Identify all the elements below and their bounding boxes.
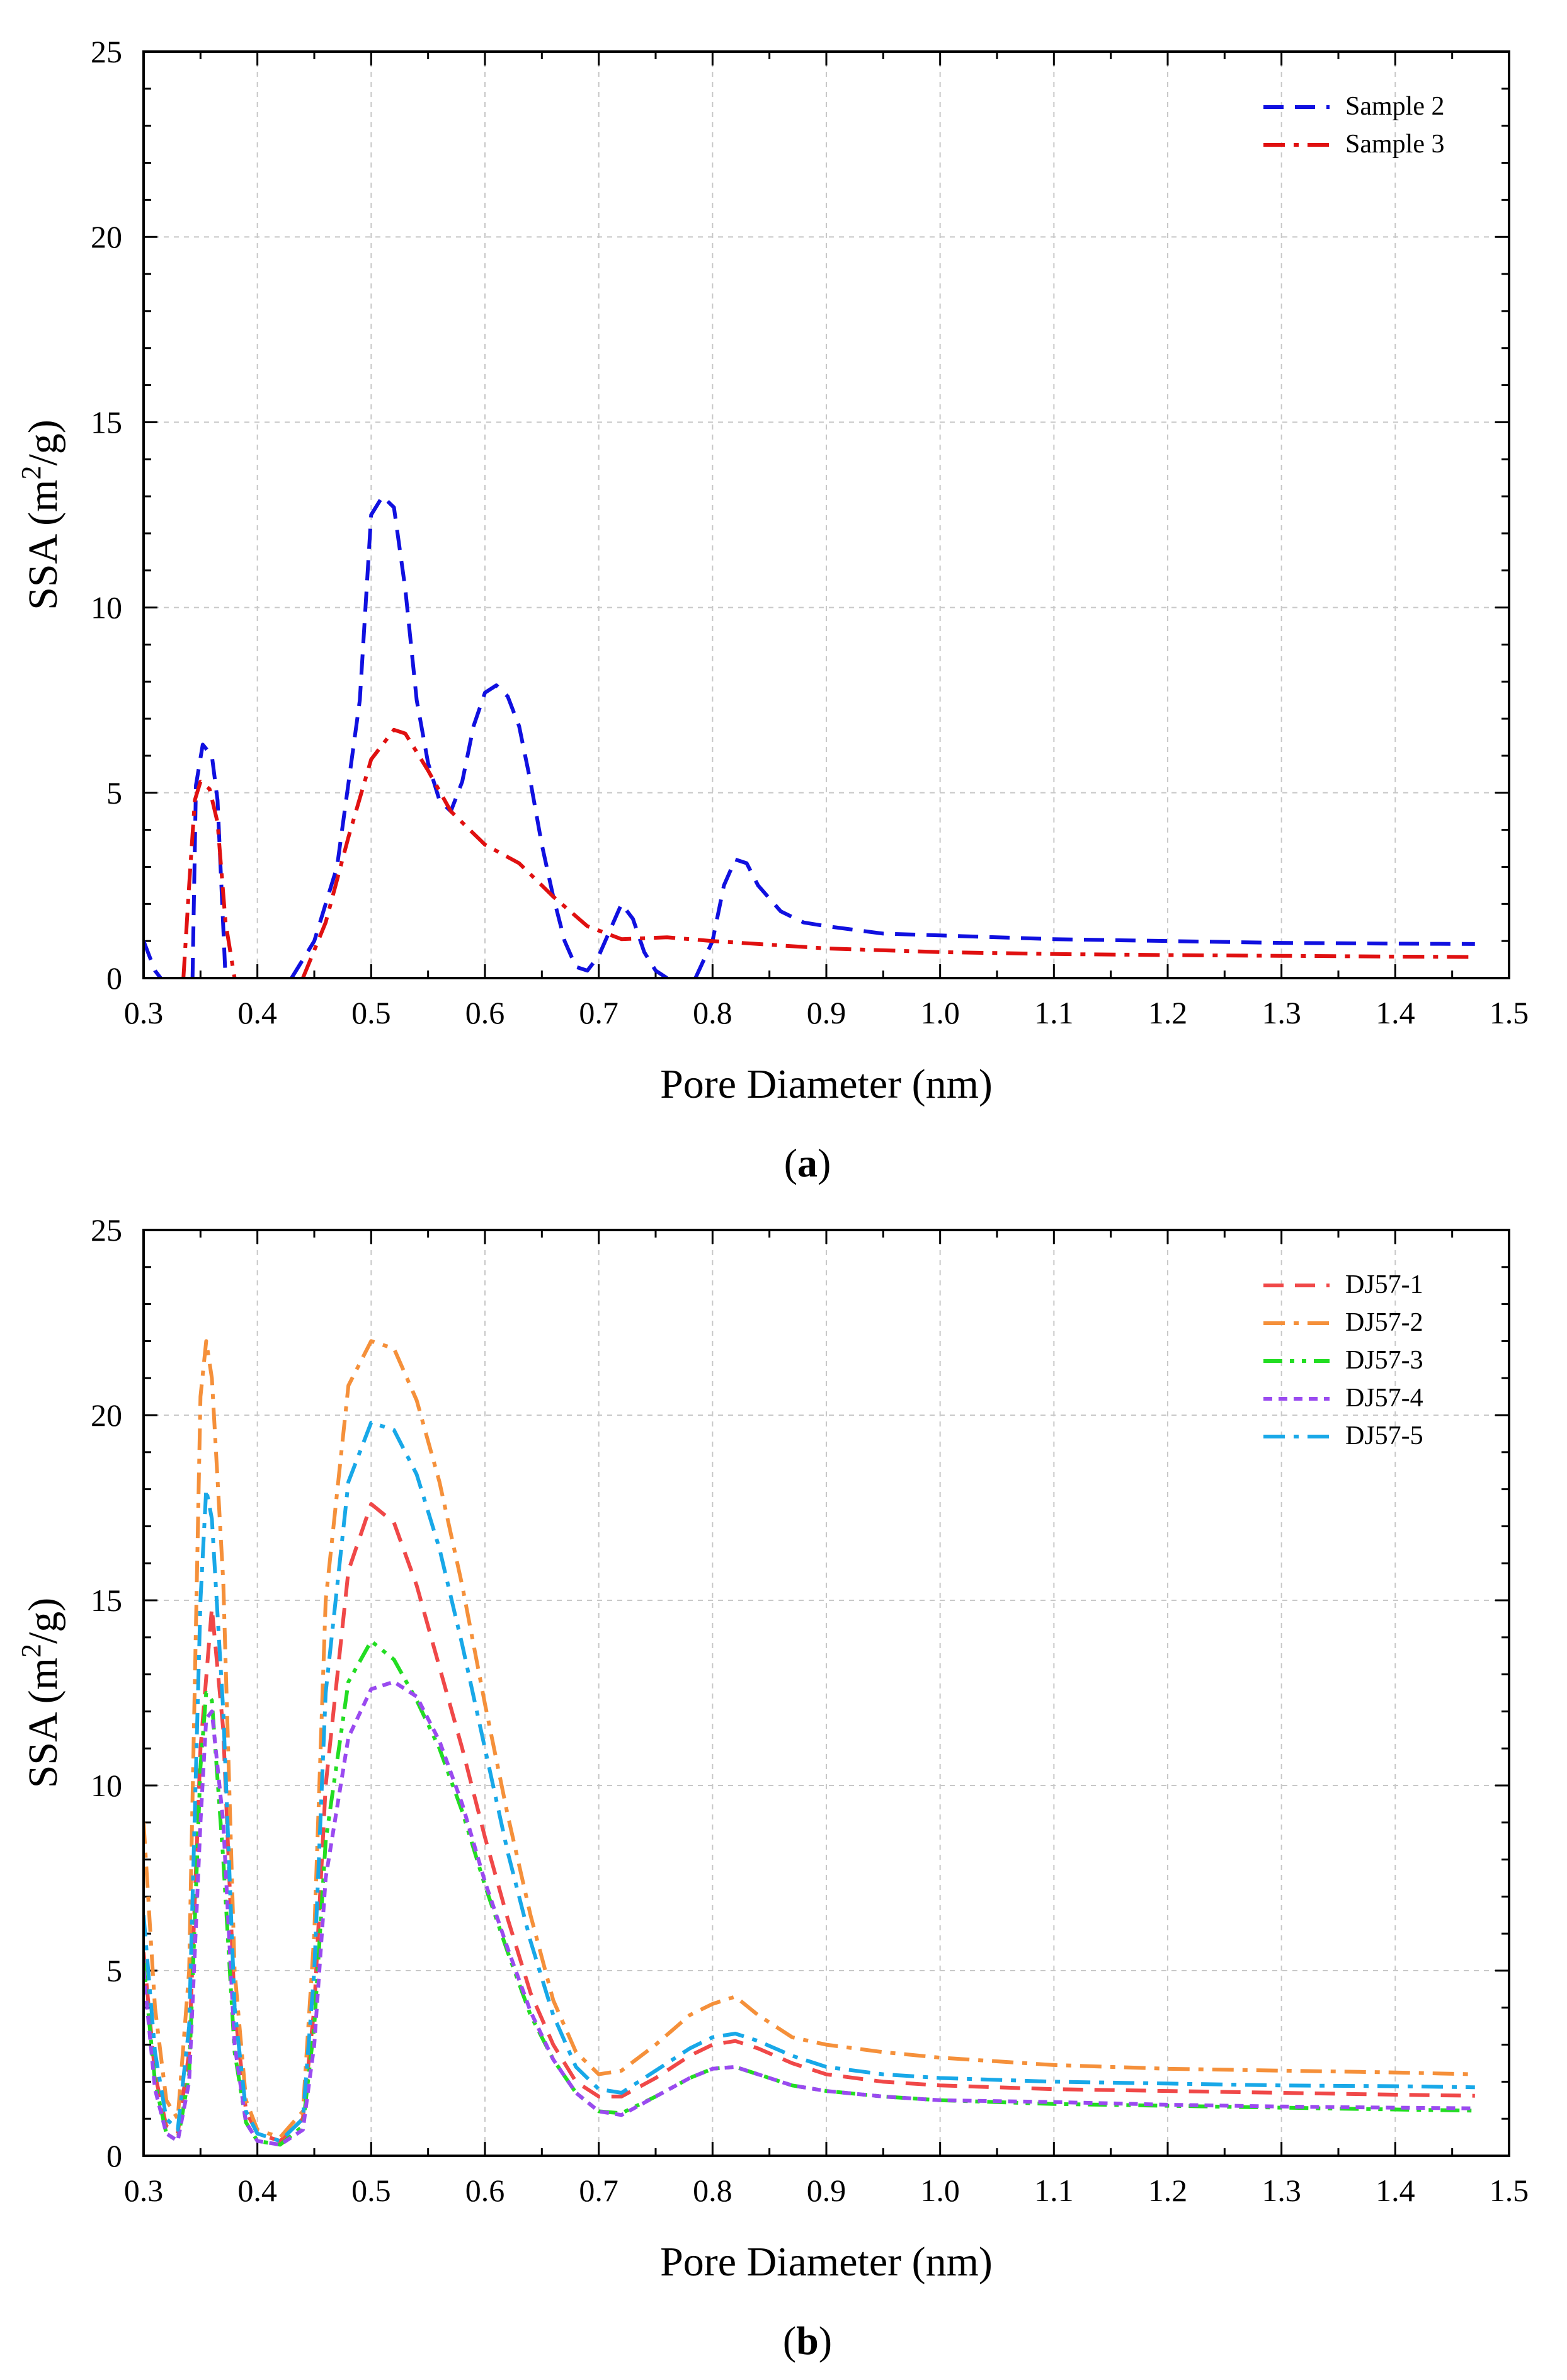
y-tick-label: 25 <box>91 1212 122 1248</box>
legend: Sample 2 Sample 3 <box>1263 92 1444 159</box>
x-tick-label: 1.1 <box>1034 2173 1074 2208</box>
x-tick-label: 0.9 <box>807 2173 846 2208</box>
legend-dj57-2-label: DJ57-2 <box>1345 1308 1423 1337</box>
x-tick-label: 0.3 <box>124 995 164 1030</box>
x-tick-label: 1.0 <box>920 995 960 1030</box>
x-tick-label: 0.7 <box>579 995 618 1030</box>
series-dj57-2-line <box>144 1339 1475 2139</box>
y-axis-label-main: SSA (m <box>20 480 66 610</box>
x-tick-label: 1.3 <box>1262 2173 1301 2208</box>
panel-a: 0.3 0.4 0.5 0.6 0.7 0.8 0.9 1.0 1.1 1.2 1.3 1.4 1.5 0… <box>16 34 1529 1185</box>
legend-sample-2-label: Sample 2 <box>1345 92 1444 121</box>
panel-b: 0.3 0.4 0.5 0.6 0.7 0.8 0.9 1.0 1.1 1.2 1.3 1.4 1.5 0… <box>16 1212 1529 2363</box>
plot-frame <box>142 50 1510 979</box>
series-dj57-1-line <box>144 1502 1475 2143</box>
x-tick-label: 1.3 <box>1262 995 1301 1030</box>
y-tick-label: 5 <box>106 775 122 811</box>
y-axis-label-end: /g) <box>20 419 66 465</box>
grid <box>144 52 1509 978</box>
x-tick-label: 1.2 <box>1148 995 1188 1030</box>
legend-sample-3-label: Sample 3 <box>1345 130 1444 159</box>
y-axis-label: SSA (m2/g) <box>16 1598 66 1789</box>
x-axis-label: Pore Diameter (nm) <box>660 1061 993 1107</box>
panel-caption-close: ) <box>818 1141 831 1185</box>
series-sample-2-line <box>290 494 668 978</box>
legend-dj57-5-label: DJ57-5 <box>1345 1421 1423 1450</box>
x-tick-label: 1.5 <box>1490 2173 1529 2208</box>
y-tick-label: 0 <box>106 2138 122 2173</box>
panel-caption-letter: a <box>797 1141 818 1185</box>
legend: DJ57-1 DJ57-2 DJ57-3 DJ57-4 DJ57-5 <box>1263 1270 1423 1450</box>
x-tick-label: 1.1 <box>1034 995 1074 1030</box>
x-tick-label: 1.2 <box>1148 2173 1188 2208</box>
x-tick-label: 0.8 <box>693 2173 732 2208</box>
x-tick-label: 0.5 <box>351 2173 391 2208</box>
panel-caption: (a) <box>784 1141 831 1185</box>
y-axis-label-main: SSA (m <box>20 1658 66 1788</box>
series-sample-3-line <box>181 780 237 978</box>
plot-frame <box>142 1229 1510 2157</box>
y-tick-label: 10 <box>91 1768 122 1803</box>
y-tick-label: 20 <box>91 219 122 254</box>
x-tick-label: 0.5 <box>351 995 391 1030</box>
series-dj57-4-line <box>144 1680 1475 2147</box>
x-tick-label: 0.9 <box>807 995 846 1030</box>
legend-dj57-1-label: DJ57-1 <box>1345 1270 1423 1299</box>
x-tick-label: 1.4 <box>1376 995 1415 1030</box>
y-axis-label: SSA (m2/g) <box>16 419 66 610</box>
y-tick-label: 25 <box>91 34 122 69</box>
x-tick-label: 1.5 <box>1490 995 1529 1030</box>
x-tick-label: 0.3 <box>124 2173 164 2208</box>
x-tick-label: 0.6 <box>465 2173 505 2208</box>
x-tick-label: 0.6 <box>465 995 505 1030</box>
panel-caption-close: ) <box>819 2318 832 2363</box>
panel-caption-open: ( <box>784 1141 797 1185</box>
series-sample-2-line <box>693 857 1475 978</box>
series-dj57-5-line <box>144 1420 1475 2143</box>
legend-dj57-3-label: DJ57-3 <box>1345 1346 1423 1375</box>
series-dj57-3-line <box>144 1639 1475 2147</box>
y-tick-label: 15 <box>91 1583 122 1618</box>
series-sample-2-line <box>144 940 162 978</box>
y-tick-label: 0 <box>106 960 122 996</box>
x-tick-label: 1.0 <box>920 2173 960 2208</box>
x-tick-label: 0.4 <box>237 2173 277 2208</box>
series-group <box>144 494 1475 978</box>
y-axis-label-superscript: 2 <box>16 1644 47 1658</box>
x-tick-label: 1.4 <box>1376 2173 1415 2208</box>
panel-caption-open: ( <box>783 2318 796 2363</box>
x-tick-label: 0.7 <box>579 2173 618 2208</box>
y-tick-label: 10 <box>91 590 122 625</box>
grid <box>144 1230 1509 2156</box>
legend-dj57-4-label: DJ57-4 <box>1345 1384 1423 1413</box>
panel-caption: (b) <box>783 2318 832 2363</box>
y-tick-label: 20 <box>91 1398 122 1433</box>
x-axis-label: Pore Diameter (nm) <box>660 2239 993 2285</box>
y-axis-label-end: /g) <box>20 1598 66 1644</box>
x-tick-label: 0.8 <box>693 995 732 1030</box>
series-group <box>144 1339 1475 2147</box>
y-axis-label-superscript: 2 <box>16 466 47 480</box>
y-tick-label: 15 <box>91 404 122 440</box>
y-tick-label: 5 <box>106 1953 122 1988</box>
x-tick-label: 0.4 <box>237 995 277 1030</box>
panel-caption-letter: b <box>796 2318 819 2363</box>
